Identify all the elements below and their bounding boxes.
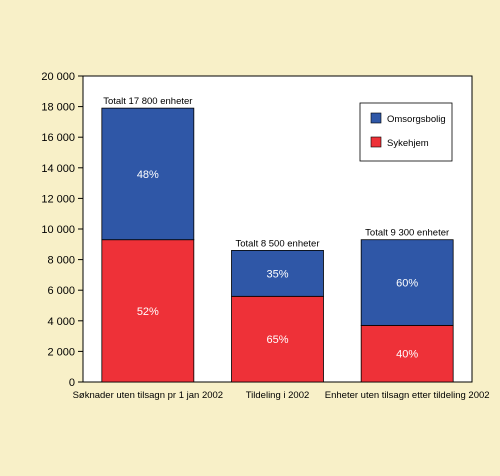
bar-percent-label: 35% — [266, 268, 288, 280]
y-tick-label: 0 — [69, 377, 75, 389]
y-tick-label: 12 000 — [41, 193, 75, 205]
bar-percent-label: 40% — [396, 349, 418, 361]
bar-segment-sykehjem — [101, 239, 195, 383]
y-tick-label: 4 000 — [47, 316, 75, 328]
legend-swatch-sykehjem — [370, 136, 382, 148]
x-category-label: Tildeling i 2002 — [246, 390, 310, 401]
bars-group: 52% 48% Totalt 17 800 enheter Søknader uten… — [73, 96, 490, 401]
y-tick-label: 14 000 — [41, 163, 75, 175]
bar-segment-omsorgsbolig — [231, 250, 324, 297]
legend-box — [359, 102, 453, 162]
bar-segment-omsorgsbolig — [360, 239, 454, 326]
x-category-label: Søknader uten tilsagn pr 1 jan 2002 — [73, 390, 224, 401]
y-tick-label: 18 000 — [41, 102, 75, 114]
legend-label: Sykehjem — [387, 138, 429, 149]
bar-percent-label: 52% — [137, 306, 159, 318]
bar-percent-label: 65% — [266, 334, 288, 346]
y-tick-label: 20 000 — [41, 71, 75, 83]
y-tick-label: 8 000 — [47, 255, 75, 267]
legend-swatch-omsorgsbolig — [370, 112, 382, 124]
legend-label: Omsorgsbolig — [387, 114, 446, 125]
y-axis: 0 2 000 4 000 6 000 8 000 10 000 12 000 14 000 1… — [41, 71, 83, 389]
bar-segment-sykehjem — [231, 295, 324, 383]
y-tick-label: 2 000 — [47, 346, 75, 358]
bar-segment-omsorgsbolig — [101, 107, 195, 241]
bar-total-label: Totalt 17 800 enheter — [103, 96, 192, 107]
bar-total-label: Totalt 9 300 enheter — [365, 228, 449, 239]
bar-total-label: Totalt 8 500 enheter — [236, 238, 320, 249]
legend: Omsorgsbolig Sykehjem — [359, 102, 453, 162]
y-tick-label: 6 000 — [47, 285, 75, 297]
y-tick-label: 16 000 — [41, 132, 75, 144]
bar-segment-sykehjem — [360, 324, 454, 383]
bar-percent-label: 48% — [137, 169, 159, 181]
bar-percent-label: 60% — [396, 278, 418, 290]
x-category-label: Enheter uten tilsagn etter tildeling 200… — [325, 390, 490, 401]
y-tick-label: 10 000 — [41, 224, 75, 236]
